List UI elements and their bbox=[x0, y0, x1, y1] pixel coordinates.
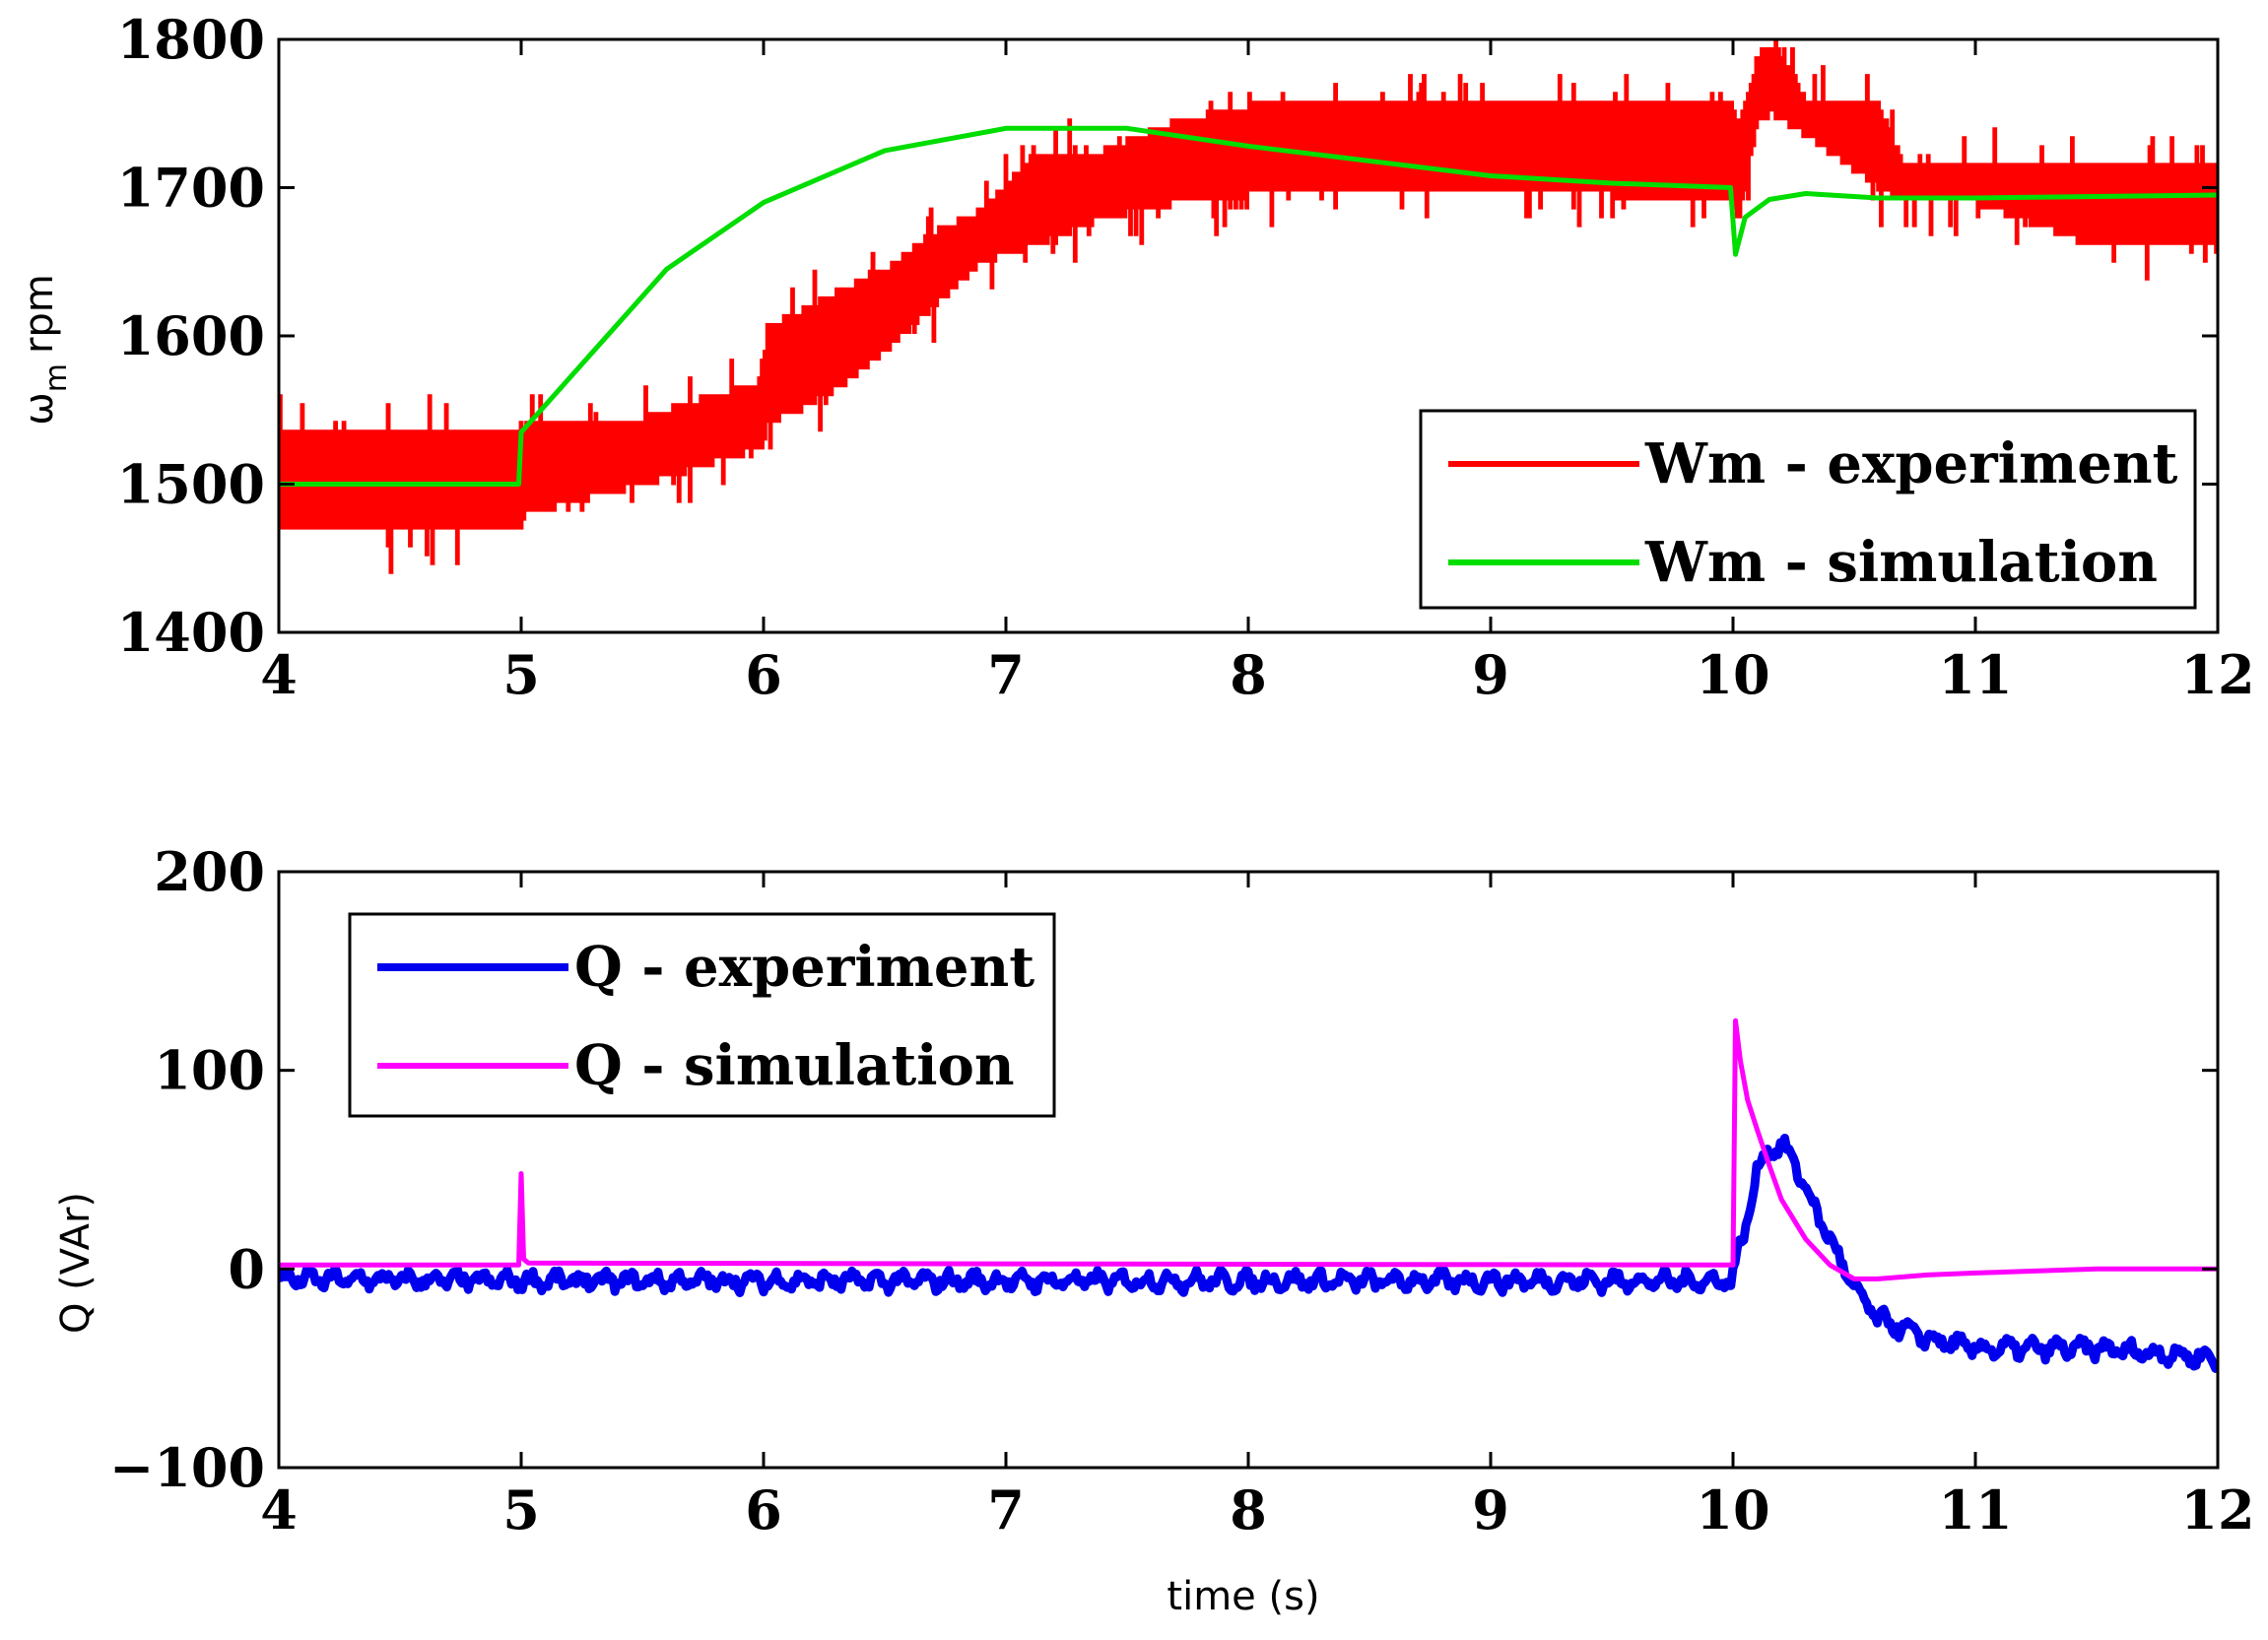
x-tick-label: 12 bbox=[2180, 643, 2254, 706]
x-tick-label: 6 bbox=[745, 643, 782, 706]
legend-label: Wm - simulation bbox=[1644, 530, 2158, 595]
bottom-plot-ticks: 4 5 6 7 8 9 10 11 12 −100 0 100 200 bbox=[109, 840, 2255, 1542]
y-tick-label: 1600 bbox=[117, 304, 265, 367]
x-tick-label: 10 bbox=[1696, 643, 1769, 706]
x-tick-label: 5 bbox=[502, 643, 540, 706]
top-plot-series bbox=[279, 39, 2218, 574]
x-tick-label: 8 bbox=[1230, 643, 1267, 706]
x-tick-label: 8 bbox=[1230, 1478, 1267, 1542]
x-tick-label: 11 bbox=[1938, 1478, 2012, 1542]
legend-label: Wm - experiment bbox=[1644, 431, 2178, 496]
top-plot-ylabel: ωm rpm bbox=[17, 274, 74, 426]
x-tick-label: 10 bbox=[1696, 1478, 1769, 1542]
series-line-1 bbox=[279, 1017, 2218, 1281]
x-tick-label: 4 bbox=[260, 1478, 298, 1542]
legend-box bbox=[348, 912, 1056, 1118]
series-clip bbox=[279, 39, 2218, 574]
x-tick-label: 9 bbox=[1472, 1478, 1509, 1542]
x-tick-label: 9 bbox=[1472, 643, 1509, 706]
x-tick-label: 12 bbox=[2180, 1478, 2254, 1542]
ylabel-subscript: m bbox=[39, 363, 74, 392]
x-tick-label: 5 bbox=[502, 1478, 540, 1542]
bottom-plot-xlabel: time (s) bbox=[1167, 1574, 1319, 1619]
ylabel-unit: rpm bbox=[17, 274, 62, 354]
top-plot-legend: Wm - experiment Wm - simulation bbox=[1419, 409, 2197, 610]
x-tick-label: 7 bbox=[987, 643, 1025, 706]
x-tick-label: 6 bbox=[745, 1478, 782, 1542]
y-tick-label: −100 bbox=[109, 1436, 265, 1499]
y-tick-label: 1500 bbox=[117, 453, 265, 516]
bottom-plot-series bbox=[279, 1017, 2218, 1373]
x-tick-label: 7 bbox=[987, 1478, 1025, 1542]
legend-box bbox=[1419, 409, 2197, 610]
bottom-plot: 4 5 6 7 8 9 10 11 12 −100 0 100 200 Q (VAr) time (s)… bbox=[53, 840, 2255, 1619]
series-line-0 bbox=[279, 1134, 2218, 1373]
bottom-plot-ylabel: Q (VAr) bbox=[53, 1192, 99, 1334]
y-tick-label: 1400 bbox=[117, 601, 265, 664]
top-plot-ticks: 4 5 6 7 8 9 10 11 12 1400 1500 1600 1700 1800 bbox=[117, 8, 2255, 706]
x-tick-label: 4 bbox=[260, 643, 298, 706]
y-tick-label: 100 bbox=[154, 1039, 265, 1102]
series-band-0 bbox=[279, 39, 2218, 574]
y-tick-label: 0 bbox=[228, 1237, 265, 1300]
x-tick-label: 11 bbox=[1938, 643, 2012, 706]
legend-label: Q - experiment bbox=[574, 935, 1034, 1000]
y-tick-label: 1700 bbox=[117, 157, 265, 220]
legend-label: Q - simulation bbox=[574, 1033, 1015, 1098]
series-clip bbox=[279, 1017, 2218, 1373]
ylabel-symbol: ω bbox=[17, 392, 62, 426]
y-tick-label: 200 bbox=[154, 840, 265, 903]
y-tick-label: 1800 bbox=[117, 8, 265, 71]
series-line-1 bbox=[279, 125, 2218, 487]
top-plot: 4 5 6 7 8 9 10 11 12 1400 1500 1600 1700 1800 ωm rpm W… bbox=[17, 8, 2255, 706]
bottom-plot-legend: Q - experiment Q - simulation bbox=[348, 912, 1056, 1118]
